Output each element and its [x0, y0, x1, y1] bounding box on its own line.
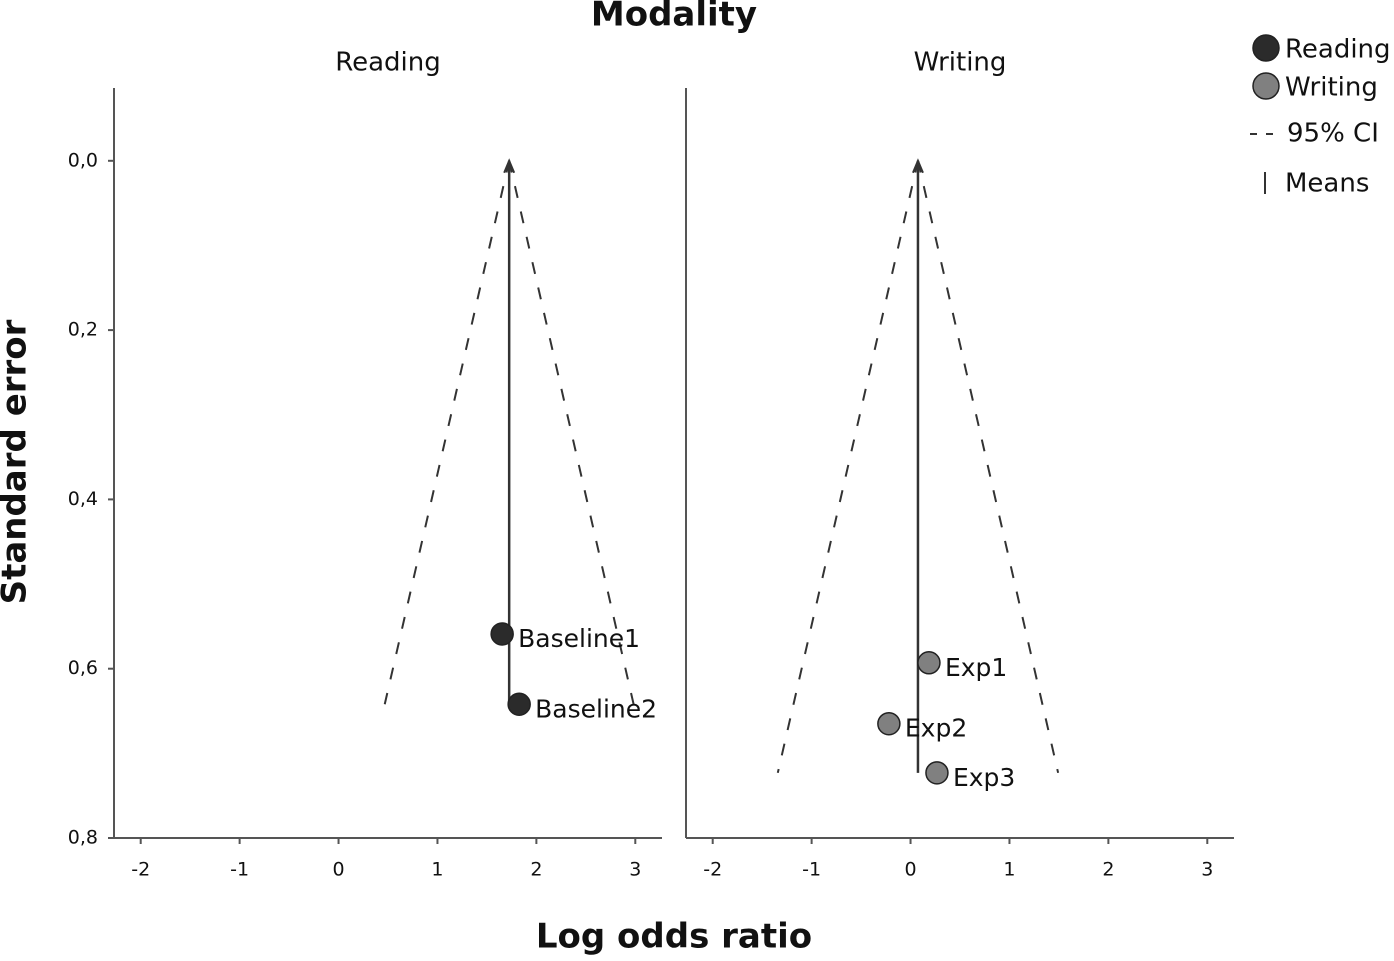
legend-marker: [1252, 72, 1280, 100]
point: [917, 651, 941, 675]
ci-line: [916, 160, 1060, 774]
point-label: Exp3: [953, 763, 1015, 792]
x-tick-label: 2: [1102, 859, 1114, 881]
panel-title: Writing: [914, 48, 1007, 78]
point: [507, 692, 531, 717]
point: [877, 711, 901, 736]
x-tick-label: -2: [703, 859, 722, 881]
y-tick-label: 0,6: [68, 657, 98, 679]
y-tick-label: 0,4: [68, 488, 98, 510]
x-tick-label: 0: [332, 859, 344, 881]
y-tick-label: 0,2: [68, 319, 98, 341]
y-tick-label: 0,8: [68, 827, 98, 849]
legend-label: Reading: [1285, 35, 1391, 65]
x-tick-label: 1: [431, 859, 443, 881]
point-label: Exp1: [945, 653, 1007, 682]
point: [490, 622, 514, 646]
y-tick-label: 0,0: [68, 149, 98, 171]
x-tick-label: -1: [230, 859, 249, 881]
y-axis-label: Standard error: [0, 319, 35, 604]
point-label: Baseline1: [518, 624, 640, 653]
x-tick-label: 2: [530, 859, 542, 881]
ci-line: [776, 160, 919, 774]
x-tick-label: 3: [1201, 859, 1213, 881]
x-axis-label: Log odds ratio: [536, 917, 812, 957]
ci-line: [383, 160, 511, 705]
legend-label: Writing: [1285, 73, 1378, 103]
legend-label: 95% CI: [1287, 119, 1379, 149]
chart-title: Modality: [591, 0, 757, 35]
x-tick-label: -1: [802, 859, 821, 881]
legend-marker: [1252, 34, 1280, 62]
x-tick-label: 3: [629, 859, 641, 881]
x-tick-label: 0: [904, 859, 916, 881]
point-label: Baseline2: [535, 694, 657, 723]
point-label: Exp2: [905, 714, 967, 743]
x-tick-label: 1: [1003, 859, 1015, 881]
mean-arrow: [912, 158, 924, 174]
panel-title: Reading: [335, 48, 441, 78]
ci-line: [508, 160, 635, 705]
point: [925, 761, 949, 785]
legend-label: Means: [1285, 169, 1369, 199]
x-tick-label: -2: [131, 859, 150, 881]
mean-arrow: [503, 158, 516, 174]
